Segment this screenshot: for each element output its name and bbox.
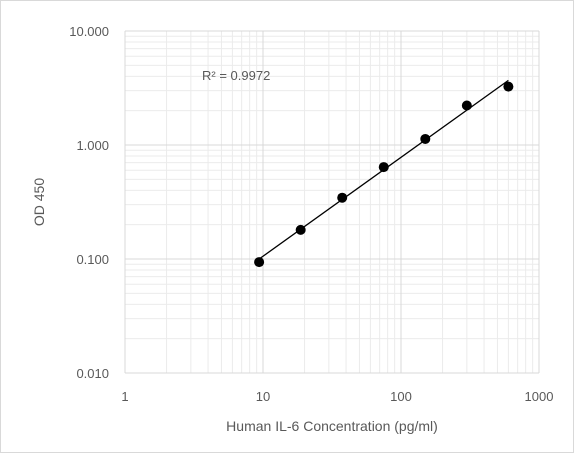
data-points <box>254 81 514 268</box>
x-tick-label: 1 <box>121 389 128 404</box>
data-point <box>503 81 514 92</box>
y-tick-label: 0.100 <box>76 252 109 267</box>
data-point <box>295 224 306 235</box>
x-tick-label: 10 <box>256 389 270 404</box>
x-axis-title: Human IL-6 Concentration (pg/ml) <box>226 418 438 434</box>
data-point <box>420 133 431 144</box>
minor-gridlines <box>125 31 539 373</box>
x-tick-label: 100 <box>390 389 412 404</box>
major-gridlines <box>124 30 540 374</box>
x-tick-labels: 1 10 100 1000 <box>121 389 553 404</box>
y-axis-title: OD 450 <box>31 178 47 226</box>
y-tick-labels: 0.010 0.100 1.000 10.000 <box>69 24 109 381</box>
y-tick-label: 0.010 <box>76 366 109 381</box>
data-point <box>378 162 389 173</box>
x-tick-label: 1000 <box>525 389 554 404</box>
y-tick-label: 1.000 <box>76 138 109 153</box>
r-squared-annotation: R² = 0.9972 <box>202 68 270 83</box>
data-point <box>461 100 472 111</box>
data-point <box>337 192 348 203</box>
data-point <box>254 257 265 268</box>
y-tick-label: 10.000 <box>69 24 109 39</box>
